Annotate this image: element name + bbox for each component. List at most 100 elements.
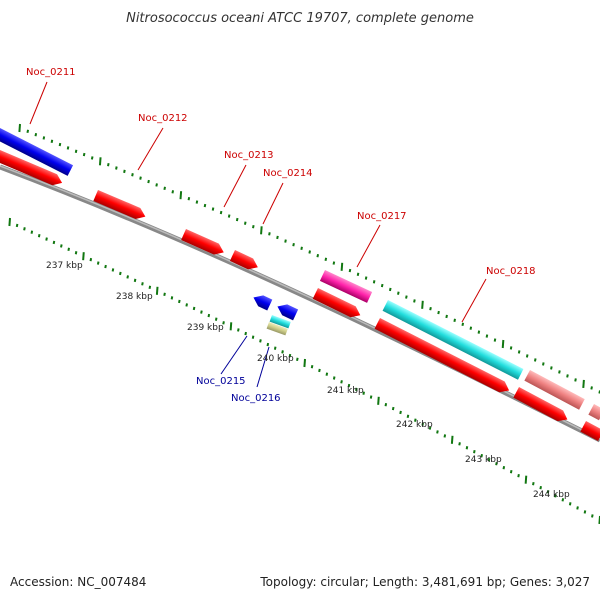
upper-tick bbox=[187, 196, 191, 201]
lower-tick bbox=[45, 237, 48, 241]
gene-feature-red-right[interactable] bbox=[513, 387, 570, 425]
lower-tick bbox=[421, 422, 424, 426]
lower-tick bbox=[495, 461, 498, 466]
label-leaders bbox=[29, 81, 487, 388]
kbp-label-243: 243 kbp bbox=[465, 455, 502, 465]
upper-tick bbox=[421, 300, 424, 309]
upper-tick bbox=[227, 214, 231, 218]
upper-tick bbox=[493, 338, 497, 342]
upper-tick bbox=[107, 162, 110, 167]
gene-feature-salmon[interactable] bbox=[524, 370, 585, 410]
lower-tick bbox=[473, 450, 476, 454]
lower-tick bbox=[133, 278, 137, 283]
lower-tick bbox=[458, 442, 461, 446]
lower-tick bbox=[30, 230, 34, 234]
gene-feature-cyan-small[interactable] bbox=[269, 315, 291, 329]
lower-tick bbox=[539, 486, 542, 490]
upper-tick bbox=[139, 176, 142, 180]
lower-tick bbox=[399, 410, 402, 415]
lower-tick bbox=[155, 286, 159, 295]
upper-tick bbox=[219, 210, 223, 215]
lower-tick bbox=[384, 403, 388, 407]
gene-label-noc-0212[interactable]: Noc_0212 bbox=[138, 113, 188, 124]
lower-tick bbox=[214, 317, 218, 321]
gene-label-noc-0213[interactable]: Noc_0213 bbox=[224, 150, 274, 161]
lower-tick bbox=[178, 299, 181, 304]
gene-feature-noc-0218[interactable] bbox=[382, 300, 524, 380]
gene-feature-noc-0217[interactable] bbox=[319, 270, 373, 303]
gene-feature-red-under-0217[interactable] bbox=[312, 288, 363, 321]
upper-tick bbox=[179, 191, 183, 200]
lower-tick bbox=[576, 506, 579, 510]
kbp-label-240: 240 kbp bbox=[257, 354, 294, 364]
lower-tick bbox=[288, 353, 292, 358]
gene-feature-noc-0215[interactable] bbox=[251, 292, 273, 311]
gene-label-noc-0211[interactable]: Noc_0211 bbox=[26, 67, 76, 78]
kbp-labels: 237 kbp 238 kbp 239 kbp 240 kbp 241 kbp … bbox=[46, 261, 570, 500]
upper-tick bbox=[235, 217, 239, 222]
lower-tick bbox=[310, 365, 314, 369]
lower-tick bbox=[104, 264, 107, 269]
accession-text: Accession: NC_007484 bbox=[10, 575, 146, 589]
upper-tick bbox=[66, 146, 70, 150]
upper-tick bbox=[90, 156, 94, 160]
gene-label-noc-0214[interactable]: Noc_0214 bbox=[263, 168, 313, 179]
lower-tick bbox=[119, 271, 122, 276]
gene-feature-red-edge[interactable] bbox=[580, 421, 600, 441]
lower-tick bbox=[200, 310, 203, 314]
lower-tick bbox=[273, 346, 277, 350]
upper-tick bbox=[308, 250, 311, 254]
gene-feature-left-forward[interactable] bbox=[0, 150, 64, 188]
lower-tick bbox=[52, 240, 56, 245]
gene-feature-noc-0211[interactable] bbox=[0, 128, 74, 176]
upper-tick bbox=[324, 257, 328, 262]
gene-label-noc-0216[interactable]: Noc_0216 bbox=[231, 393, 281, 404]
gene-label-noc-0215[interactable]: Noc_0215 bbox=[196, 376, 246, 387]
lower-tick bbox=[406, 414, 410, 419]
lower-tick bbox=[170, 296, 174, 300]
gene-label-noc-0218[interactable]: Noc_0218 bbox=[486, 266, 536, 277]
feature-track bbox=[0, 128, 600, 441]
gene-feature-noc-0216[interactable] bbox=[275, 301, 299, 321]
lower-tick bbox=[318, 368, 321, 373]
upper-tick bbox=[98, 157, 102, 166]
gene-feature-noc-0213[interactable] bbox=[181, 229, 226, 258]
lower-tick bbox=[229, 322, 233, 331]
upper-tick bbox=[453, 318, 456, 323]
lower-tick bbox=[502, 465, 506, 470]
lower-tick bbox=[111, 268, 115, 272]
lower-tick bbox=[561, 498, 565, 502]
gene-label-noc-0217[interactable]: Noc_0217 bbox=[357, 211, 407, 222]
lower-tick bbox=[82, 252, 85, 261]
upper-tick bbox=[18, 123, 21, 133]
upper-tick bbox=[82, 152, 86, 157]
lower-tick bbox=[60, 244, 63, 248]
upper-tick bbox=[195, 200, 199, 204]
upper-tick bbox=[50, 139, 54, 143]
lower-tick bbox=[428, 426, 432, 430]
gene-feature-tan-small[interactable] bbox=[266, 322, 288, 336]
upper-tick bbox=[485, 334, 489, 338]
upper-tick bbox=[316, 253, 320, 258]
upper-tick bbox=[123, 169, 126, 174]
kbp-label-238: 238 kbp bbox=[116, 292, 153, 302]
gene-feature-salmon-edge[interactable] bbox=[588, 404, 600, 421]
lower-tick bbox=[487, 457, 491, 462]
upper-tick bbox=[332, 261, 336, 265]
lower-tick bbox=[281, 350, 284, 354]
upper-tick bbox=[477, 330, 481, 334]
upper-tick bbox=[74, 149, 78, 153]
upper-tick bbox=[115, 166, 118, 170]
gene-feature-noc-0214[interactable] bbox=[229, 250, 260, 273]
upper-tick bbox=[155, 183, 158, 187]
upper-tick bbox=[509, 346, 513, 350]
kbp-label-239: 239 kbp bbox=[187, 323, 224, 333]
kbp-label-242: 242 kbp bbox=[396, 420, 433, 430]
upper-tick bbox=[380, 283, 384, 288]
lower-tick bbox=[141, 282, 144, 286]
upper-tick bbox=[388, 287, 392, 292]
upper-tick bbox=[550, 366, 553, 370]
gene-feature-red-long[interactable] bbox=[374, 318, 512, 396]
upper-tick bbox=[211, 207, 215, 211]
gene-feature-noc-0212[interactable] bbox=[93, 190, 147, 222]
